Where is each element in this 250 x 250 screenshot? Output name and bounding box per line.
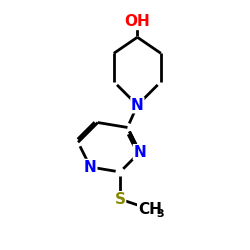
Text: 3: 3 — [156, 208, 164, 218]
Text: S: S — [114, 192, 126, 207]
Text: OH: OH — [124, 14, 150, 30]
Text: N: N — [134, 145, 146, 160]
Text: CH: CH — [138, 202, 162, 216]
Text: N: N — [131, 98, 144, 113]
Text: N: N — [84, 160, 97, 174]
